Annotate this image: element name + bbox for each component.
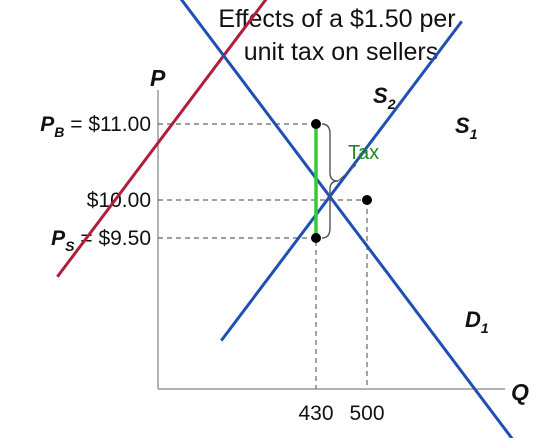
tax-label: Tax bbox=[348, 142, 379, 164]
y-tick-subscript: B bbox=[54, 124, 64, 140]
equilibrium-points bbox=[311, 119, 372, 243]
x-tick-label-500: 500 bbox=[349, 402, 384, 425]
curve-label-S2: S2 bbox=[373, 83, 396, 112]
x-axis-label: Q bbox=[511, 379, 529, 405]
equilibrium-point-1 bbox=[362, 195, 372, 205]
curve-labels: S1 S2 D1 bbox=[373, 83, 489, 336]
y-tick-label-2: PS = $9.50 bbox=[51, 227, 151, 254]
y-axis-label: P bbox=[150, 65, 166, 91]
guide-lines bbox=[158, 123, 368, 389]
curve-S1 bbox=[220, 20, 463, 342]
y-tick-value: = $9.50 bbox=[75, 227, 151, 250]
curves bbox=[56, 0, 514, 438]
equilibrium-point-0 bbox=[311, 119, 321, 129]
chart-title-line1: Effects of a $1.50 per bbox=[218, 5, 455, 33]
y-tick-value: = $11.00 bbox=[64, 113, 151, 136]
tax-brace bbox=[321, 123, 339, 239]
curve-S2 bbox=[56, 0, 268, 278]
y-tick-label-0: PB = $11.00 bbox=[40, 113, 151, 140]
y-tick-symbol: P bbox=[51, 227, 66, 250]
y-tick-subscript: S bbox=[65, 238, 75, 254]
equilibrium-point-2 bbox=[311, 233, 321, 243]
x-tick-label-430: 430 bbox=[298, 402, 333, 425]
curve-label-D1: D1 bbox=[465, 307, 489, 336]
curve-label-S1: S1 bbox=[455, 113, 478, 142]
y-tick-label-1: $10.00 bbox=[87, 189, 151, 212]
axes: P Q bbox=[150, 65, 529, 405]
tax-pointer bbox=[337, 164, 357, 182]
y-tick-symbol: P bbox=[40, 113, 55, 136]
tax-annotation: Tax bbox=[314, 123, 379, 239]
x-tick-labels: 430 500 bbox=[298, 402, 384, 425]
chart-title-line2: unit tax on sellers bbox=[244, 38, 439, 66]
curve-D1 bbox=[179, 0, 514, 438]
